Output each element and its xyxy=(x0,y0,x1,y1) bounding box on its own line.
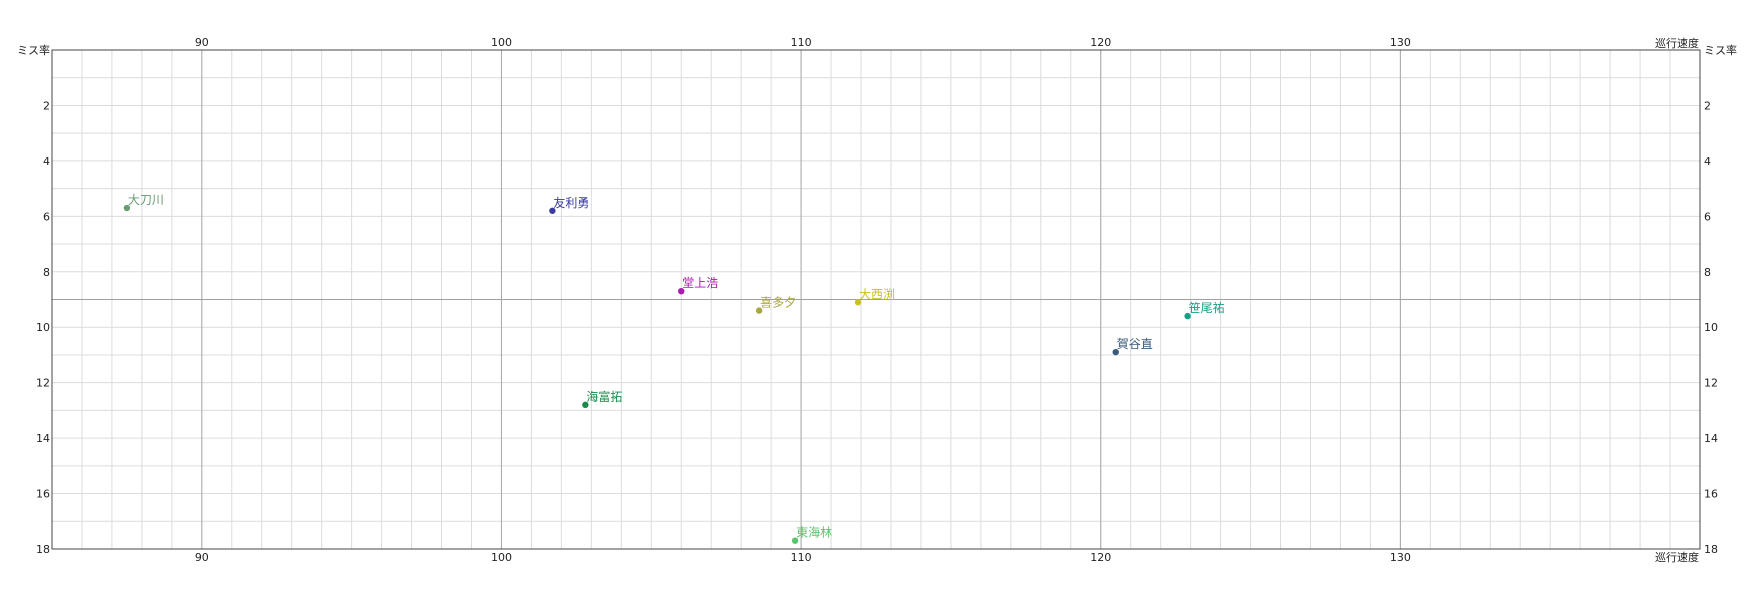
y-tick-label-right: 2 xyxy=(1704,99,1711,112)
data-point-label: 堂上浩 xyxy=(682,276,718,290)
grid-major xyxy=(52,50,1700,549)
y-tick-label-left: 12 xyxy=(36,377,50,390)
x-tick-label-top: 110 xyxy=(791,36,812,49)
x-axis-title-bottom: 巡行速度 xyxy=(1655,550,1699,564)
x-tick-label-top: 120 xyxy=(1090,36,1111,49)
data-point-label: 喜多夕 xyxy=(760,296,796,310)
y-tick-label-right: 16 xyxy=(1704,488,1718,501)
data-point-label: 海富拓 xyxy=(586,389,622,404)
plot-frame xyxy=(51,49,1701,550)
y-tick-label-left: 6 xyxy=(43,210,50,223)
data-point-label: 大西渕 xyxy=(859,287,895,301)
y-tick-label-left: 10 xyxy=(36,321,50,334)
x-tick-label-bottom: 100 xyxy=(491,551,512,564)
y-axis-title-left: ミス率 xyxy=(17,43,50,57)
y-tick-label-left: 18 xyxy=(36,543,50,556)
y-axis-title-right: ミス率 xyxy=(1704,43,1737,57)
data-point-label: 大刀川 xyxy=(128,193,164,207)
data-point xyxy=(1184,312,1191,320)
y-tick-label-right: 6 xyxy=(1704,210,1711,223)
x-tick-label-top: 100 xyxy=(491,36,512,49)
data-point xyxy=(678,287,685,295)
y-tick-label-left: 2 xyxy=(43,99,50,112)
y-tick-label-right: 12 xyxy=(1704,377,1718,390)
data-point xyxy=(791,537,799,544)
tick-labels: 90 90 100 100 110 110 120 120 130 130 2 2 4 4 6 6 8 8 10 10… xyxy=(36,36,1718,564)
x-tick-label-bottom: 110 xyxy=(791,551,812,564)
y-tick-label-left: 16 xyxy=(36,488,50,501)
x-tick-label-bottom: 90 xyxy=(195,551,209,564)
y-tick-label-right: 8 xyxy=(1704,266,1711,279)
y-tick-label-right: 10 xyxy=(1704,321,1718,334)
data-point-label: 友利勇 xyxy=(553,196,589,210)
data-point xyxy=(549,207,556,214)
y-tick-label-left: 14 xyxy=(36,432,50,445)
y-tick-label-right: 4 xyxy=(1704,155,1711,168)
x-tick-label-bottom: 130 xyxy=(1390,551,1411,564)
x-tick-label-bottom: 120 xyxy=(1090,551,1111,564)
data-point-label: 賀谷直 xyxy=(1117,337,1153,351)
data-point xyxy=(854,299,862,306)
x-tick-label-top: 130 xyxy=(1390,36,1411,49)
y-tick-label-right: 14 xyxy=(1704,432,1718,445)
data-point xyxy=(755,307,763,314)
y-tick-label-left: 4 xyxy=(43,155,50,168)
x-tick-label-top: 90 xyxy=(195,36,209,49)
data-point-label: 東海林 xyxy=(796,525,832,540)
data-point xyxy=(123,204,131,212)
y-tick-label-left: 8 xyxy=(43,266,50,279)
data-point-label: 笹尾祐 xyxy=(1189,301,1225,315)
data-point xyxy=(582,401,589,409)
y-tick-label-right: 18 xyxy=(1704,543,1718,556)
data-point xyxy=(1112,348,1119,356)
x-axis-title-top: 巡行速度 xyxy=(1655,36,1699,50)
